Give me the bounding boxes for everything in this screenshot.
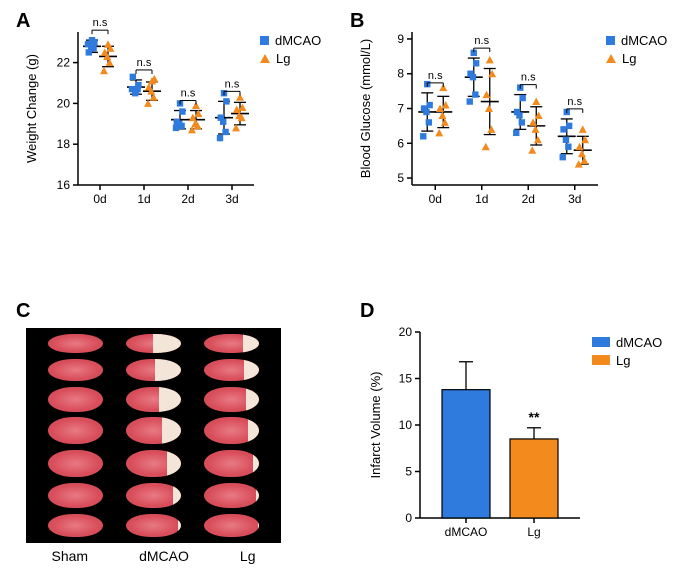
- svg-text:22: 22: [57, 56, 71, 70]
- brain-slice: [126, 483, 181, 508]
- infarct-region: [253, 450, 260, 477]
- legend-square-icon: [606, 36, 615, 45]
- infarct-region: [178, 514, 181, 537]
- svg-text:n.s: n.s: [93, 17, 108, 29]
- ttc-column: [48, 334, 103, 537]
- svg-text:Blood Glucose (mmol/L): Blood Glucose (mmol/L): [358, 39, 373, 178]
- svg-text:n.s: n.s: [428, 70, 443, 82]
- svg-text:n.s: n.s: [225, 78, 240, 90]
- svg-text:20: 20: [57, 96, 71, 110]
- brain-slice: [126, 334, 181, 353]
- svg-text:2d: 2d: [522, 192, 535, 206]
- brain-slice: [204, 387, 259, 412]
- infarct-region: [244, 359, 259, 381]
- ttc-label-dmcao: dMCAO: [139, 548, 189, 564]
- svg-text:20: 20: [399, 325, 413, 339]
- svg-text:Lg: Lg: [527, 525, 540, 539]
- brain-slice: [204, 483, 259, 508]
- legend-dmcao: dMCAO: [621, 33, 667, 48]
- svg-text:dMCAO: dMCAO: [445, 525, 488, 539]
- panel-a-legend: dMCAO Lg: [260, 32, 321, 68]
- brain-slice: [126, 387, 181, 412]
- ttc-column: [204, 334, 259, 537]
- brain-slice: [204, 334, 259, 353]
- svg-text:**: **: [529, 409, 540, 425]
- ttc-label-lg: Lg: [240, 548, 256, 564]
- svg-text:n.s: n.s: [474, 35, 489, 47]
- svg-text:7: 7: [397, 102, 404, 116]
- infarct-region: [159, 387, 181, 412]
- infarct-region: [155, 359, 181, 381]
- svg-text:10: 10: [399, 418, 413, 432]
- legend-dmcao: dMCAO: [616, 335, 662, 350]
- legend-triangle-icon: [606, 54, 616, 63]
- svg-text:15: 15: [399, 372, 413, 386]
- ttc-image: [26, 328, 281, 543]
- brain-slice: [204, 359, 259, 381]
- brain-slice: [204, 514, 259, 537]
- svg-text:9: 9: [397, 32, 404, 46]
- brain-slice: [126, 417, 181, 444]
- panel-a: A 161820220d1d2d3dWeight Change (g)n.sn.…: [16, 10, 326, 215]
- brain-slice: [126, 359, 181, 381]
- legend-bar-icon: [592, 355, 610, 365]
- brain-slice: [48, 514, 103, 537]
- infarct-region: [167, 450, 181, 477]
- brain-slice: [48, 483, 103, 508]
- legend-triangle-icon: [260, 54, 270, 63]
- svg-text:1d: 1d: [475, 192, 488, 206]
- svg-text:5: 5: [397, 171, 404, 185]
- brain-slice: [48, 387, 103, 412]
- infarct-region: [246, 387, 260, 412]
- svg-text:8: 8: [397, 67, 404, 81]
- infarct-region: [162, 417, 181, 444]
- svg-text:1d: 1d: [137, 192, 150, 206]
- infarct-region: [173, 483, 181, 508]
- legend-lg: Lg: [276, 51, 290, 66]
- brain-slice: [48, 359, 103, 381]
- svg-text:Infarct Volume (%): Infarct Volume (%): [368, 372, 383, 479]
- brain-slice: [48, 450, 103, 477]
- svg-text:18: 18: [57, 137, 71, 151]
- legend-lg: Lg: [616, 353, 630, 368]
- ttc-col-labels: Sham dMCAO Lg: [26, 548, 281, 564]
- panel-c: C Sham dMCAO Lg: [16, 300, 291, 560]
- legend-bar-icon: [592, 337, 610, 347]
- infarct-region: [248, 417, 259, 444]
- svg-text:Weight Change (g): Weight Change (g): [24, 54, 39, 163]
- svg-text:n.s: n.s: [181, 88, 196, 100]
- infarct-region: [243, 334, 260, 353]
- infarct-region: [258, 514, 259, 537]
- svg-text:n.s: n.s: [137, 57, 152, 69]
- legend-square-icon: [260, 36, 269, 45]
- ttc-label-sham: Sham: [52, 548, 89, 564]
- ttc-column: [126, 334, 181, 537]
- panel-b-legend: dMCAO Lg: [606, 32, 667, 68]
- panel-c-label: C: [16, 300, 30, 323]
- svg-text:0d: 0d: [93, 192, 106, 206]
- brain-slice: [126, 450, 181, 477]
- brain-slice: [204, 417, 259, 444]
- brain-slice: [48, 334, 103, 353]
- panel-d-legend: dMCAO Lg: [592, 334, 662, 370]
- svg-text:6: 6: [397, 136, 404, 150]
- svg-text:n.s: n.s: [567, 96, 582, 108]
- svg-text:2d: 2d: [181, 192, 194, 206]
- brain-slice: [204, 450, 259, 477]
- legend-lg: Lg: [622, 51, 636, 66]
- brain-slice: [48, 417, 103, 444]
- svg-text:3d: 3d: [225, 192, 238, 206]
- panel-d: D 05101520Infarct Volume (%)dMCAOLg** dM…: [360, 300, 670, 560]
- svg-text:3d: 3d: [568, 192, 581, 206]
- svg-text:0d: 0d: [429, 192, 442, 206]
- infarct-region: [153, 334, 181, 353]
- svg-text:16: 16: [57, 178, 71, 192]
- svg-text:n.s: n.s: [521, 72, 536, 84]
- brain-slice: [126, 514, 181, 537]
- svg-text:5: 5: [405, 465, 412, 479]
- infarct-region: [256, 483, 259, 508]
- legend-dmcao: dMCAO: [275, 33, 321, 48]
- panel-b: B 567890d1d2d3dBlood Glucose (mmol/L)n.s…: [350, 10, 670, 215]
- svg-text:0: 0: [405, 511, 412, 525]
